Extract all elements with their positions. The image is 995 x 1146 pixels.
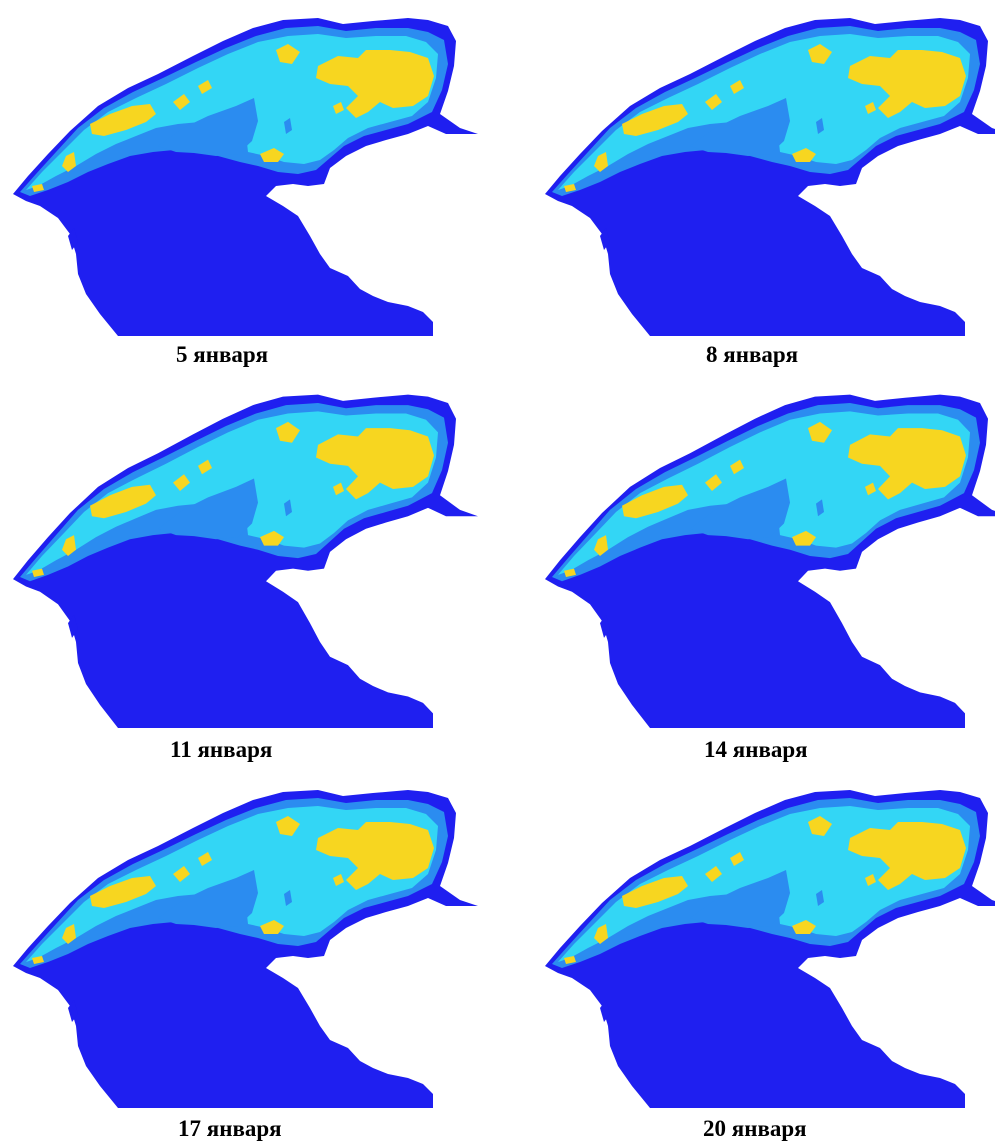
map-panel-4 — [540, 382, 995, 728]
sea-contour-map — [545, 790, 995, 1108]
map-panel-6 — [540, 778, 995, 1108]
map-panel-1 — [8, 6, 478, 336]
sea-contour-map — [545, 18, 995, 336]
panel-caption: 17 января — [178, 1116, 282, 1141]
panel-caption: 20 января — [703, 1116, 807, 1141]
sea-contour-map — [13, 394, 478, 728]
panel-caption: 11 января — [170, 737, 273, 762]
panel-caption: 14 января — [704, 737, 808, 762]
panel-caption: 5 января — [176, 342, 269, 367]
sea-contour-map — [545, 394, 995, 728]
sea-contour-map — [13, 790, 478, 1108]
panel-caption: 8 января — [706, 342, 799, 367]
sea-contour-map — [13, 18, 478, 336]
map-panel-2 — [540, 6, 995, 336]
map-panel-5 — [8, 778, 478, 1108]
map-panel-3 — [8, 382, 478, 728]
